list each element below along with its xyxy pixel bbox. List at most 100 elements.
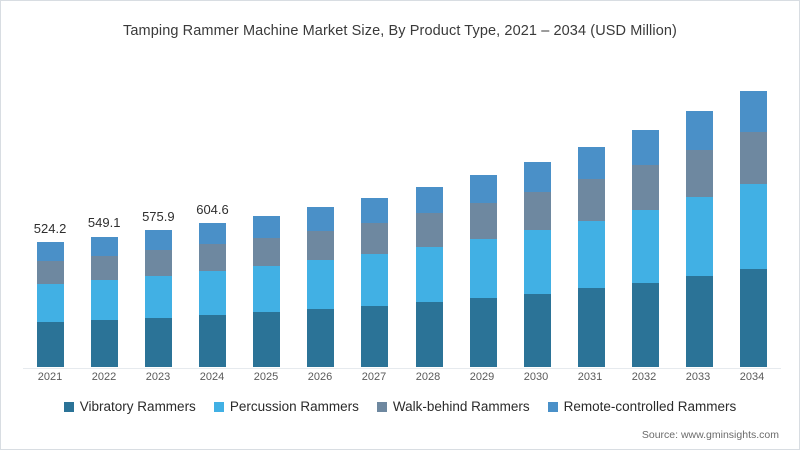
- bar-segment[interactable]: [415, 186, 443, 214]
- x-axis-label-2030: 2030: [523, 371, 549, 383]
- bar-segment[interactable]: [90, 236, 118, 256]
- bar-group[interactable]: 549.1: [77, 79, 131, 367]
- bar-group[interactable]: 524.2: [23, 79, 77, 367]
- bar-segment[interactable]: [90, 319, 118, 367]
- x-axis-label-2026: 2026: [307, 371, 333, 383]
- bar-segment[interactable]: [144, 317, 172, 367]
- stacked-bar[interactable]: [686, 111, 714, 367]
- bar-group[interactable]: [348, 79, 402, 367]
- bar-segment[interactable]: [253, 237, 281, 266]
- bar-series-container: 524.2 549.1 575.9 604.6: [23, 79, 781, 367]
- legend-label: Percussion Rammers: [229, 399, 359, 414]
- bar-segment[interactable]: [361, 254, 389, 307]
- bar-segment[interactable]: [686, 149, 714, 198]
- bar-segment[interactable]: [523, 192, 551, 231]
- legend-item-1[interactable]: Percussion Rammers: [213, 399, 359, 414]
- bar-segment[interactable]: [36, 260, 64, 284]
- stacked-bar[interactable]: [740, 91, 768, 367]
- x-axis-label-2033: 2033: [685, 371, 711, 383]
- bar-segment[interactable]: [577, 220, 605, 289]
- bar-segment[interactable]: [632, 282, 660, 367]
- bar-group[interactable]: 604.6: [185, 79, 239, 367]
- bar-segment[interactable]: [253, 265, 281, 313]
- stacked-bar[interactable]: [253, 215, 281, 367]
- bar-segment[interactable]: [90, 280, 118, 320]
- bar-segment[interactable]: [307, 260, 335, 310]
- bar-segment[interactable]: [686, 111, 714, 150]
- bar-segment[interactable]: [144, 275, 172, 318]
- bar-segment[interactable]: [577, 179, 605, 221]
- bar-segment[interactable]: [523, 293, 551, 367]
- bar-segment[interactable]: [523, 161, 551, 193]
- bar-segment[interactable]: [632, 165, 660, 210]
- bar-segment[interactable]: [523, 230, 551, 294]
- bar-segment[interactable]: [90, 255, 118, 281]
- bar-segment[interactable]: [307, 207, 335, 231]
- bar-segment[interactable]: [36, 283, 64, 322]
- stacked-bar[interactable]: [307, 207, 335, 367]
- bar-group[interactable]: [673, 79, 727, 367]
- chart-legend: Vibratory Rammers Percussion Rammers Walk-…: [1, 399, 799, 414]
- stacked-bar[interactable]: [632, 130, 660, 367]
- bar-segment[interactable]: [144, 230, 172, 251]
- bar-group[interactable]: 575.9: [131, 79, 185, 367]
- bar-segment[interactable]: [361, 222, 389, 255]
- bar-segment[interactable]: [469, 298, 497, 367]
- stacked-bar[interactable]: [523, 161, 551, 367]
- bar-segment[interactable]: [36, 242, 64, 261]
- bar-segment[interactable]: [361, 306, 389, 367]
- bar-group[interactable]: [456, 79, 510, 367]
- stacked-bar[interactable]: [198, 223, 226, 367]
- bar-segment[interactable]: [469, 175, 497, 204]
- stacked-bar[interactable]: [415, 186, 443, 367]
- bar-segment[interactable]: [415, 302, 443, 367]
- bar-segment[interactable]: [36, 321, 64, 367]
- x-axis-label-2024: 2024: [199, 371, 225, 383]
- bar-segment[interactable]: [632, 130, 660, 166]
- stacked-bar[interactable]: [469, 175, 497, 367]
- bar-segment[interactable]: [632, 209, 660, 283]
- bar-segment[interactable]: [198, 223, 226, 245]
- bar-segment[interactable]: [253, 215, 281, 238]
- bar-segment[interactable]: [198, 315, 226, 367]
- bar-group[interactable]: [240, 79, 294, 367]
- legend-item-2[interactable]: Walk-behind Rammers: [376, 399, 530, 414]
- bar-group[interactable]: [564, 79, 618, 367]
- bar-segment[interactable]: [361, 197, 389, 223]
- bar-segment[interactable]: [415, 246, 443, 303]
- bar-segment[interactable]: [469, 239, 497, 299]
- bar-segment[interactable]: [740, 268, 768, 367]
- x-axis-label-2034: 2034: [739, 371, 765, 383]
- bar-segment[interactable]: [198, 244, 226, 272]
- stacked-bar[interactable]: [90, 236, 118, 367]
- bar-segment[interactable]: [740, 132, 768, 184]
- bar-segment[interactable]: [740, 183, 768, 269]
- stacked-bar[interactable]: [577, 146, 605, 367]
- bar-group[interactable]: [510, 79, 564, 367]
- legend-swatch-icon: [547, 401, 558, 412]
- bar-segment[interactable]: [577, 146, 605, 180]
- bar-segment[interactable]: [253, 312, 281, 367]
- bar-segment[interactable]: [469, 203, 497, 240]
- bar-group[interactable]: [727, 79, 781, 367]
- bar-segment[interactable]: [686, 197, 714, 276]
- legend-item-3[interactable]: Remote-controlled Rammers: [547, 399, 736, 414]
- bar-segment[interactable]: [577, 288, 605, 367]
- x-axis-label-2032: 2032: [631, 371, 657, 383]
- bar-segment[interactable]: [307, 309, 335, 367]
- bar-group[interactable]: [619, 79, 673, 367]
- bar-segment[interactable]: [307, 230, 335, 261]
- bar-segment[interactable]: [144, 250, 172, 276]
- legend-item-0[interactable]: Vibratory Rammers: [63, 399, 196, 414]
- stacked-bar[interactable]: [144, 230, 172, 367]
- bar-group[interactable]: [402, 79, 456, 367]
- stacked-bar[interactable]: [36, 242, 64, 367]
- plot-area: 524.2 549.1 575.9 604.6: [23, 79, 781, 369]
- bar-group[interactable]: [294, 79, 348, 367]
- bar-segment[interactable]: [740, 91, 768, 133]
- bar-segment[interactable]: [198, 271, 226, 316]
- bar-segment[interactable]: [686, 275, 714, 367]
- stacked-bar[interactable]: [361, 197, 389, 367]
- bar-segment[interactable]: [415, 213, 443, 247]
